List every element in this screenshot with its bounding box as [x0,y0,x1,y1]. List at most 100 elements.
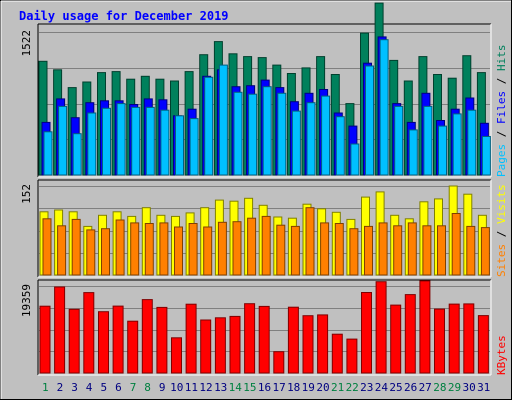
bar-sites-day-27 [422,225,432,276]
bar-kbytes-day-16 [258,305,270,374]
x-tick-label-day-22: 22 [346,381,359,394]
legend-visits: Visits [495,184,508,224]
x-tick-label-day-12: 12 [199,381,212,394]
bar-pages-day-12 [204,76,214,176]
bar-sites-day-7 [130,222,140,276]
bar-kbytes-day-20 [317,314,329,374]
legend-bottom: KBytes [495,335,508,375]
bar-kbytes-day-7 [127,320,139,374]
bar-sites-day-11 [188,223,198,276]
bar-sites-day-3 [71,218,81,276]
bar-kbytes-day-17 [273,351,285,374]
bar-kbytes-day-1 [39,305,51,374]
panel-kbytes: 19359 [20,279,492,376]
bar-pages-day-30 [467,109,477,176]
panel-hits: 1522 [20,2,492,178]
bar-pages-day-26 [408,129,418,176]
bar-sites-day-20 [320,222,330,276]
bar-kbytes-day-12 [200,319,212,374]
bar-kbytes-day-24 [375,281,387,374]
bar-pages-day-1 [43,131,53,176]
bar-sites-day-29 [451,213,461,276]
bar-pages-day-6 [116,103,126,176]
bar-sites-day-23 [364,225,373,276]
bar-sites-day-25 [393,225,403,276]
x-tick-label-day-2: 2 [57,381,64,394]
x-tick-label-day-26: 26 [404,381,417,394]
bar-sites-day-13 [217,221,227,276]
legend-separator: / [495,71,508,91]
bar-kbytes-day-9 [156,306,168,374]
bar-kbytes-day-3 [68,308,80,374]
bar-pages-day-22 [350,143,360,176]
x-tick-label-day-18: 18 [287,381,300,394]
bar-kbytes-day-29 [448,303,460,374]
x-tick-label-day-19: 19 [302,381,315,394]
bar-kbytes-day-27 [419,280,431,374]
bar-kbytes-day-18 [287,306,299,374]
y-max-label-hits: 1522 [20,30,33,57]
x-tick-label-day-15: 15 [243,381,256,394]
bar-sites-day-19 [305,207,315,276]
x-tick-label-day-31: 31 [477,381,490,394]
bar-sites-day-31 [480,227,490,276]
x-tick-label-day-14: 14 [229,381,243,394]
bar-pages-day-19 [306,102,316,176]
bar-pages-day-11 [189,118,199,176]
legend-files: Files [495,91,508,124]
x-tick-label-day-20: 20 [316,381,329,394]
bar-sites-day-1 [42,218,52,276]
bar-sites-day-5 [101,228,110,276]
bar-kbytes-day-8 [141,299,153,374]
bar-sites-day-24 [378,222,388,276]
x-tick-label-day-21: 21 [331,381,344,394]
x-tick-label-day-17: 17 [272,381,285,394]
bar-pages-day-29 [452,113,462,176]
bar-sites-day-12 [203,226,213,276]
y-max-label-kbytes: 19359 [20,284,33,317]
bar-pages-day-23 [365,65,374,176]
bar-sites-day-15 [247,217,257,276]
bar-sites-day-30 [466,225,476,276]
bar-kbytes-day-28 [434,308,445,374]
x-tick-label-day-24: 24 [375,381,389,394]
bar-pages-day-28 [438,125,447,176]
x-tick-label-day-5: 5 [100,381,107,394]
bar-pages-day-27 [423,105,433,176]
bar-kbytes-day-26 [404,294,416,374]
bar-sites-day-2 [57,225,67,276]
legend-separator: / [495,224,508,244]
bar-pages-day-15 [248,93,258,176]
bar-kbytes-day-23 [361,292,372,374]
bar-sites-day-8 [144,223,154,276]
x-tick-label-day-9: 9 [159,381,166,394]
x-tick-label-day-29: 29 [448,381,461,394]
legend-top: Pages / Files / Hits [495,45,508,178]
bar-kbytes-day-31 [477,315,489,374]
legend-pages: Pages [495,144,508,177]
bar-kbytes-day-22 [346,338,358,374]
bar-sites-day-9 [159,222,169,276]
bar-sites-day-18 [290,225,300,276]
bar-kbytes-day-11 [185,303,197,374]
bar-pages-day-9 [160,109,170,176]
bar-kbytes-day-5 [98,311,109,374]
bar-pages-day-5 [102,107,111,176]
bar-kbytes-day-14 [229,315,241,374]
x-tick-label-day-8: 8 [144,381,151,394]
legend-separator: / [495,124,508,144]
panel-visits: 152 [20,179,492,278]
bar-kbytes-day-10 [171,337,182,374]
bar-sites-day-4 [86,229,96,276]
bar-kbytes-day-2 [54,286,66,374]
bar-pages-day-24 [379,39,389,176]
x-tick-label-day-13: 13 [214,381,227,394]
bar-kbytes-day-4 [83,292,95,374]
x-tick-label-day-27: 27 [419,381,432,394]
x-tick-label-day-6: 6 [115,381,122,394]
x-tick-label-day-16: 16 [258,381,271,394]
bar-kbytes-day-6 [112,305,124,374]
chart-title: Daily usage for December 2019 [19,9,229,23]
bar-sites-day-14 [232,221,242,276]
bar-pages-day-4 [87,112,97,176]
